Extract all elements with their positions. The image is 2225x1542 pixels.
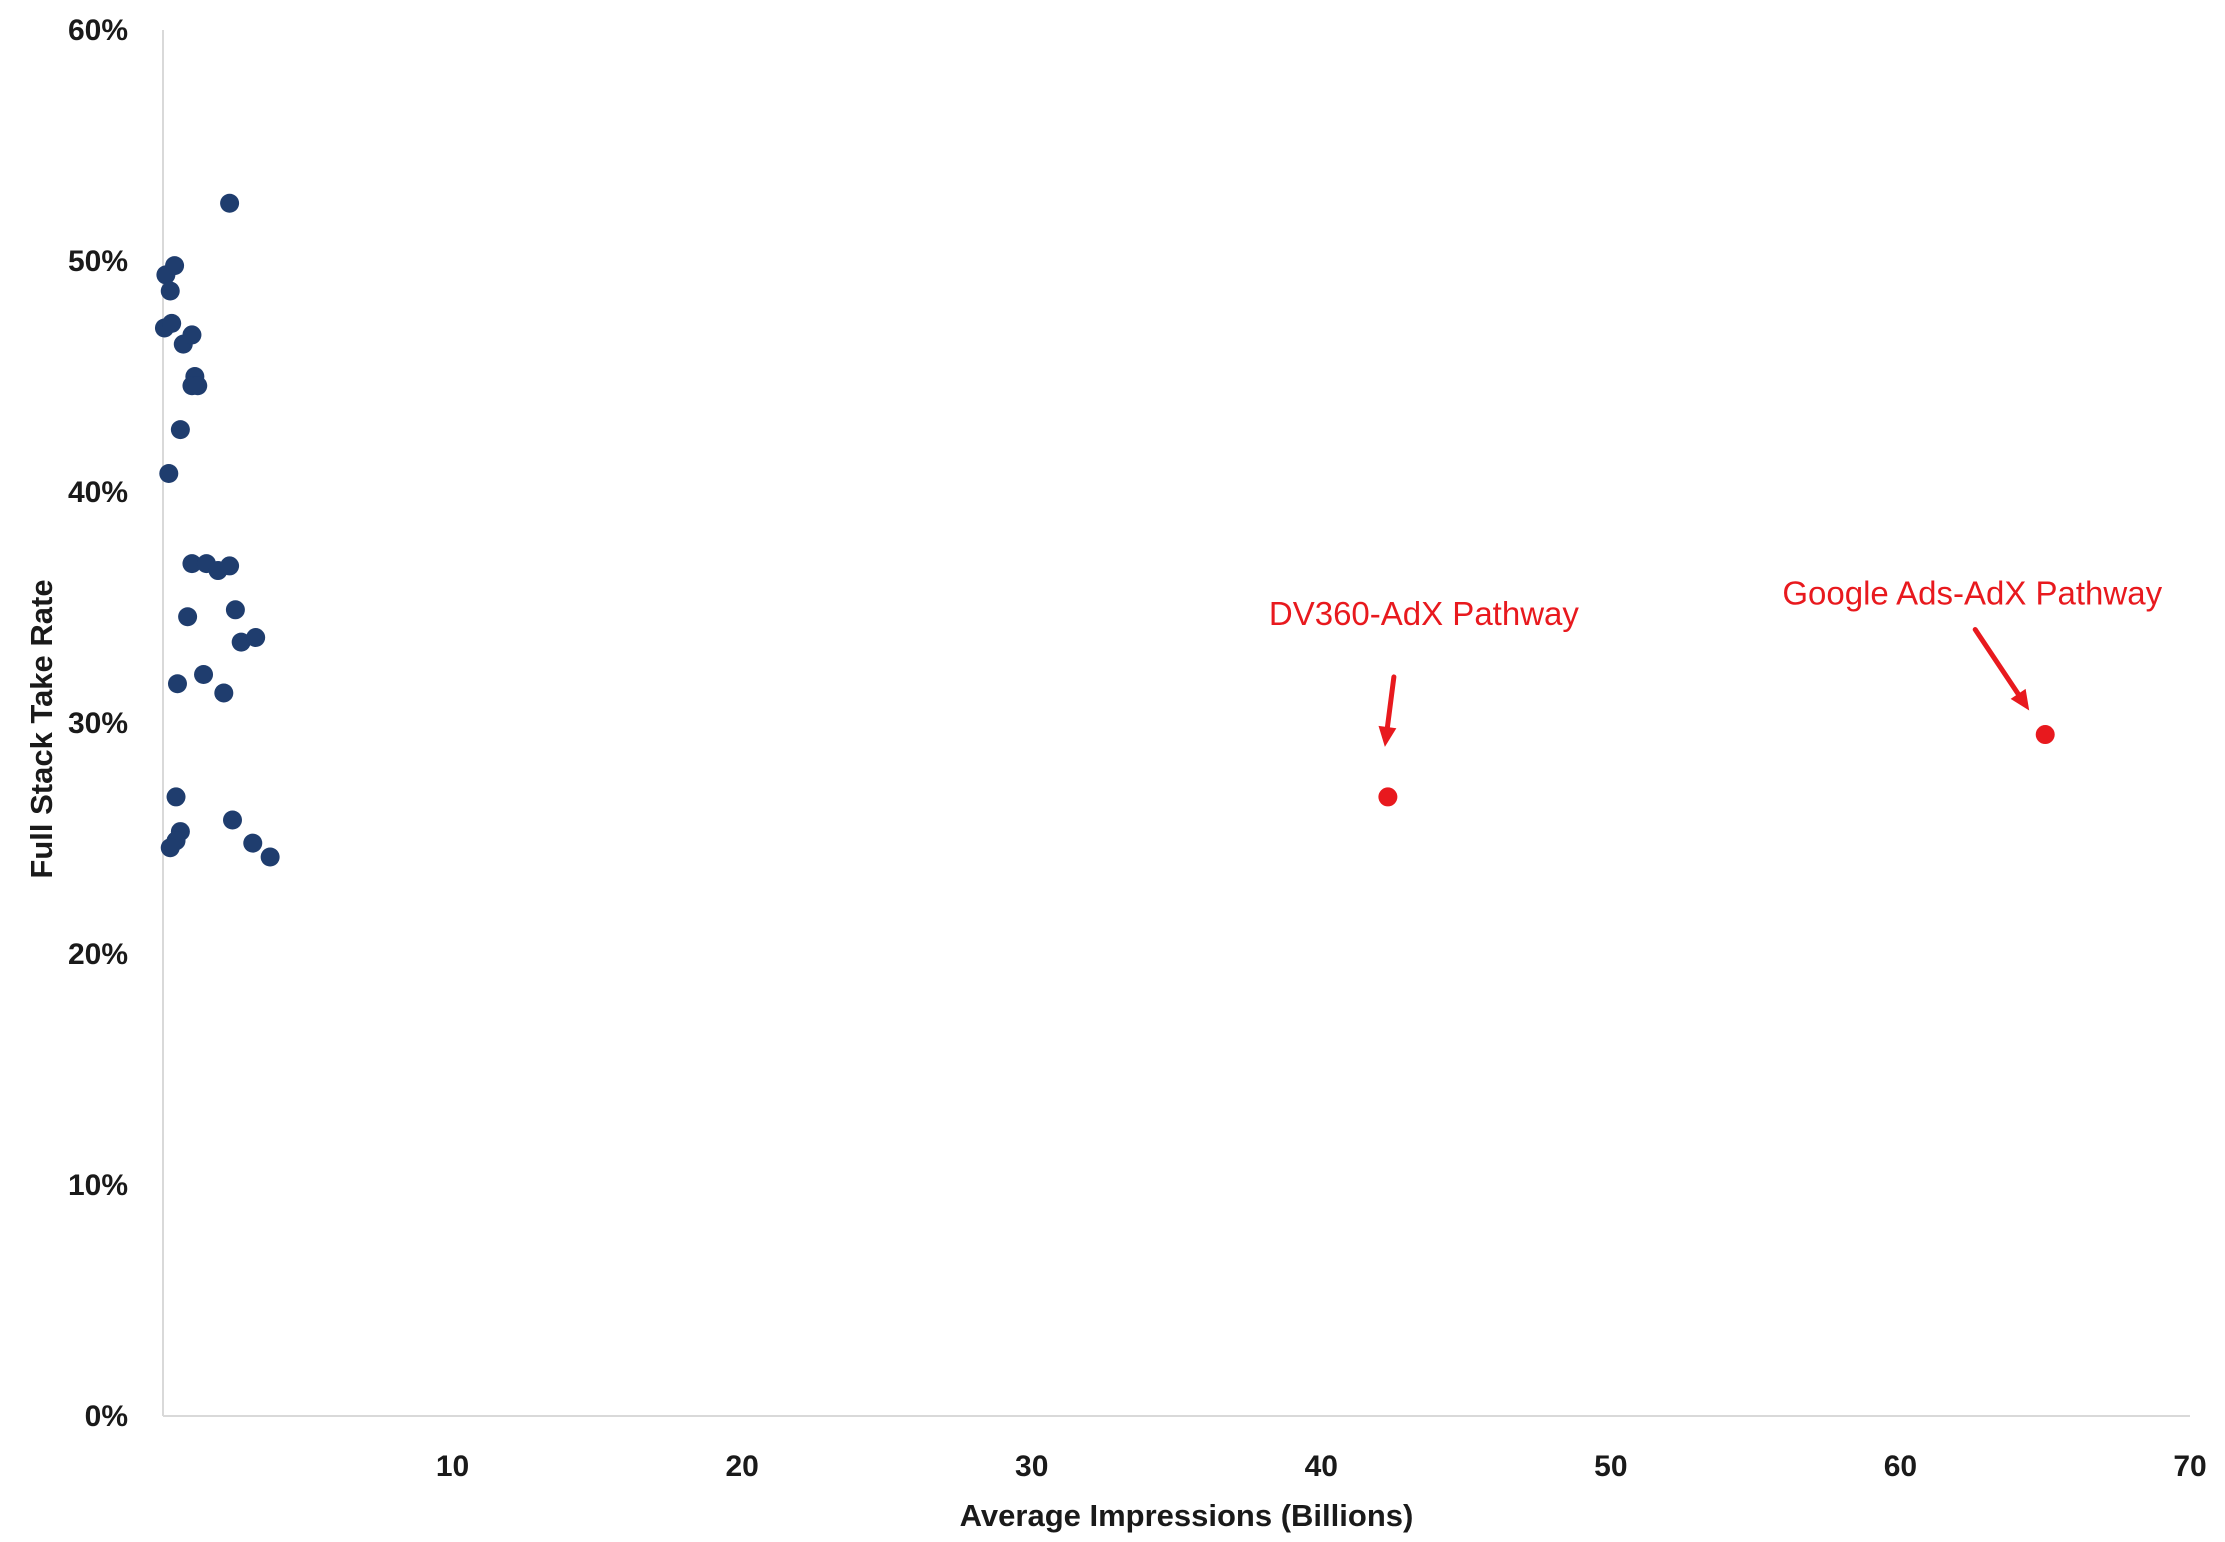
- annotation-arrow-google-ads: [1972, 627, 2030, 711]
- x-tick-label: 20: [725, 1450, 758, 1483]
- y-tick-label: 0%: [85, 1400, 128, 1433]
- data-point: [243, 833, 263, 853]
- annotation-label-dv360: DV360-AdX Pathway: [1269, 595, 1580, 632]
- y-tick-label: 10%: [68, 1169, 128, 1202]
- data-point: [260, 847, 280, 867]
- data-point: [225, 600, 245, 620]
- data-point: [222, 810, 242, 830]
- y-tick-label: 40%: [68, 476, 128, 509]
- data-point: [165, 256, 185, 276]
- data-point: [220, 193, 240, 213]
- axes: [162, 30, 2190, 1417]
- data-point: [162, 313, 182, 333]
- y-axis-title: Full Stack Take Rate: [24, 579, 59, 878]
- data-point: [246, 628, 266, 648]
- x-tick-label: 10: [436, 1450, 469, 1483]
- data-point: [231, 632, 251, 652]
- annotation-arrow-dv360: [1378, 674, 1397, 747]
- y-tick-label: 20%: [68, 938, 128, 971]
- annotation-label-google-ads: Google Ads-AdX Pathway: [1782, 575, 2162, 612]
- tick-labels: 10 20 30 40 50 60 70 0% 10% 20% 30% 40% 50% 60%: [68, 14, 2207, 1483]
- x-tick-label: 30: [1015, 1450, 1048, 1483]
- data-point: [220, 556, 240, 576]
- data-points: [154, 193, 280, 867]
- data-point: [188, 376, 208, 396]
- data-point: [182, 554, 202, 574]
- highlight-point-dv360: [1378, 787, 1398, 807]
- data-point: [160, 838, 180, 858]
- x-axis-title: Average Impressions (Billions): [960, 1498, 1414, 1533]
- annotations: DV360-AdX Pathway Google Ads-AdX Pathway: [1269, 575, 2163, 807]
- y-tick-label: 50%: [68, 245, 128, 278]
- x-tick-label: 70: [2173, 1450, 2206, 1483]
- x-tick-label: 60: [1884, 1450, 1917, 1483]
- highlight-point-google-ads: [2035, 725, 2055, 745]
- data-point: [178, 607, 198, 627]
- data-point: [214, 683, 234, 703]
- data-point: [194, 664, 214, 684]
- data-point: [160, 281, 180, 301]
- y-tick-label: 30%: [68, 707, 128, 740]
- data-point: [182, 325, 202, 345]
- data-point: [170, 420, 190, 440]
- data-point: [159, 464, 179, 484]
- data-point: [166, 787, 186, 807]
- y-tick-label: 60%: [68, 14, 128, 47]
- x-tick-label: 50: [1594, 1450, 1627, 1483]
- x-tick-label: 40: [1305, 1450, 1338, 1483]
- data-point: [167, 674, 187, 694]
